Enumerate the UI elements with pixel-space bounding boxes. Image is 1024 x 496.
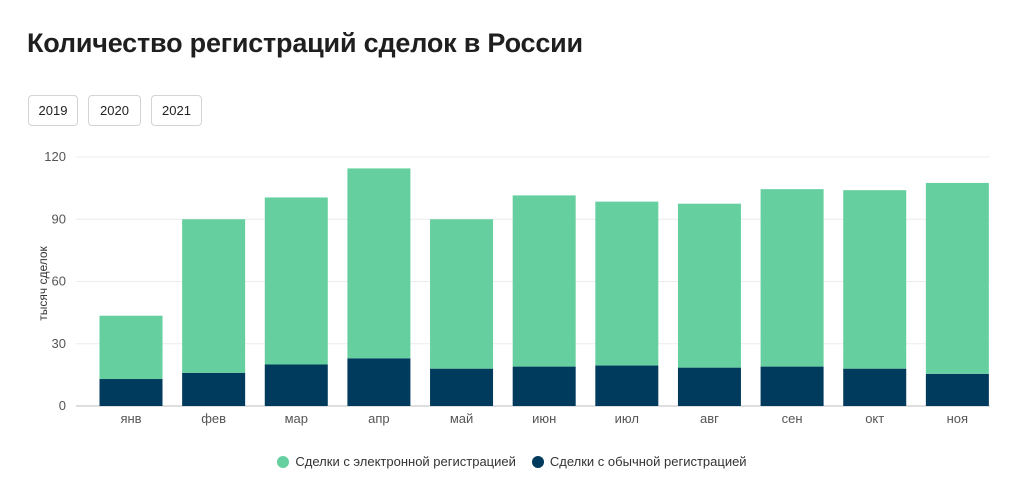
bar-regular-ноя [925, 373, 989, 406]
y-tick-label: 90 [52, 211, 66, 226]
bar-electronic-май [430, 219, 494, 369]
bar-electronic-апр [347, 168, 411, 359]
bar-regular-фев [182, 372, 246, 406]
year-tab-2019[interactable]: 2019 [28, 95, 78, 126]
year-tab-2021[interactable]: 2021 [151, 95, 202, 126]
bar-electronic-фев [182, 219, 246, 373]
bar-electronic-июл [595, 201, 659, 366]
bar-regular-апр [347, 358, 411, 406]
x-tick-label: сен [782, 411, 803, 426]
bar-chart: 0 30 60 90 120 тысяч сделок янв фев мар апр май июн… [36, 149, 990, 426]
legend-label-regular: Сделки с обычной регистрацией [549, 454, 747, 469]
x-tick-label: фев [201, 411, 226, 426]
x-tick-label: май [450, 411, 473, 426]
year-tab-2020[interactable]: 2020 [88, 95, 141, 126]
x-tick-label: июл [615, 411, 639, 426]
bar-regular-сен [760, 366, 824, 406]
bar-regular-янв [99, 379, 163, 406]
y-tick-label: 30 [52, 336, 66, 351]
legend-swatch-regular [531, 455, 544, 468]
y-tick-label: 0 [59, 398, 66, 413]
legend-label-electronic: Сделки с электронной регистрацией [295, 454, 516, 469]
year-tabs: 2019 2020 2021 [28, 95, 202, 126]
bar-regular-мар [264, 364, 328, 406]
x-tick-label: авг [700, 411, 719, 426]
bar-electronic-окт [843, 190, 907, 369]
x-tick-label: июн [532, 411, 556, 426]
x-tick-label: янв [120, 411, 141, 426]
chart-title: Количество регистраций сделок в России [27, 28, 583, 58]
legend-swatch-electronic [277, 455, 290, 468]
y-axis-label: тысяч сделок [36, 245, 50, 320]
x-tick-label: мар [285, 411, 308, 426]
y-tick-label: 60 [52, 274, 66, 289]
x-tick-label: апр [368, 411, 390, 426]
legend-item-electronic[interactable]: Сделки с электронной регистрацией [277, 454, 516, 469]
x-tick-label: ноя [947, 411, 968, 426]
bar-regular-май [430, 368, 494, 406]
x-tick-label: окт [865, 411, 884, 426]
bar-electronic-ноя [925, 182, 989, 374]
bar-regular-авг [677, 367, 741, 406]
y-tick-label: 120 [44, 149, 66, 164]
bar-electronic-авг [677, 203, 741, 368]
bar-electronic-янв [99, 315, 163, 380]
bar-electronic-июн [512, 195, 576, 367]
bar-regular-июл [595, 365, 659, 406]
legend-item-regular[interactable]: Сделки с обычной регистрацией [531, 454, 747, 469]
bar-regular-окт [843, 368, 907, 406]
chart-legend: Сделки с электронной регистрацией Сделки… [0, 454, 1024, 469]
bar-electronic-мар [264, 197, 328, 365]
bar-electronic-сен [760, 189, 824, 367]
bar-regular-июн [512, 366, 576, 406]
